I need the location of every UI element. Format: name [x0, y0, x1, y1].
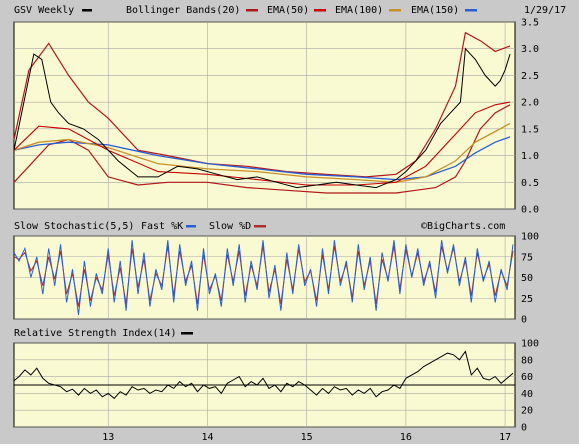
ema150-line — [13, 136, 511, 181]
x-tick-label: 14 — [201, 432, 213, 443]
legend-ema50: EMA(50) — [267, 5, 309, 16]
legend-stoch-fast-swatch — [186, 225, 196, 228]
legend-ema100: EMA(100) — [335, 5, 383, 16]
chart-date: 1/29/17 — [524, 5, 566, 16]
legend-bollinger: Bollinger Bands(20) — [126, 5, 240, 16]
price-y-tick-label: 3.5 — [521, 18, 539, 29]
stoch-slow-line — [13, 245, 514, 307]
ema100-line — [13, 122, 511, 183]
stoch-y-tick-label: 75 — [521, 252, 533, 263]
rsi-y-tick-label: 0 — [521, 423, 527, 434]
legend-stoch-title: Slow Stochastic(5,5) — [14, 221, 134, 232]
price-y-tick-label: 1.5 — [521, 124, 539, 135]
legend-rsi-swatch — [181, 332, 193, 335]
legend-rsi-title: Relative Strength Index(14) — [14, 328, 177, 339]
x-tick-label: 13 — [102, 432, 114, 443]
x-tick-label: 16 — [400, 432, 412, 443]
text-layer: 3.5 3.0 2.5 2.0 1.5 1.0 0.5 0.0 100 75 50 25 0 100 80 6… — [14, 5, 566, 443]
price-y-tick-label: 0.5 — [521, 178, 539, 189]
legend-stoch-fast: Fast %K — [141, 221, 183, 232]
price-y-tick-label: 1.0 — [521, 151, 539, 162]
legend-price-swatch — [82, 9, 92, 12]
rsi-y-tick-label: 20 — [521, 406, 533, 417]
legend-ema150-swatch — [465, 9, 477, 12]
rsi-line — [13, 350, 514, 400]
watermark-bigcharts: ©BigCharts.com — [421, 221, 505, 232]
stoch-y-tick-label: 0 — [521, 315, 527, 326]
price-y-tick-label: 2.5 — [521, 71, 539, 82]
price-y-tick-label: 0.0 — [521, 205, 539, 216]
price-line — [13, 47, 511, 189]
rsi-y-tick-label: 100 — [521, 339, 539, 350]
legend-stoch-slow: Slow %D — [209, 221, 251, 232]
stoch-y-tick-label: 50 — [521, 273, 533, 284]
rsi-y-tick-label: 40 — [521, 389, 533, 400]
price-y-tick-label: 3.0 — [521, 44, 539, 55]
stoch-y-tick-label: 25 — [521, 294, 533, 305]
legend-ema100-swatch — [389, 9, 401, 12]
legend-ema150: EMA(150) — [411, 5, 459, 16]
legend-stoch-slow-swatch — [254, 225, 266, 228]
rsi-y-tick-label: 80 — [521, 355, 533, 366]
series-layer — [13, 31, 515, 400]
price-panel — [13, 21, 516, 210]
legend-ema50-swatch — [314, 9, 326, 12]
x-tick-label: 17 — [499, 432, 511, 443]
stoch-fast-line — [13, 240, 514, 315]
legend-bollinger-swatch — [246, 9, 258, 12]
price-y-tick-label: 2.0 — [521, 98, 539, 109]
stoch-y-tick-label: 100 — [521, 232, 539, 243]
grid-lines — [14, 21, 515, 428]
rsi-y-tick-label: 60 — [521, 372, 533, 383]
legend-ticker: GSV Weekly — [14, 5, 74, 16]
ema50-line — [13, 101, 511, 186]
x-tick-label: 15 — [301, 432, 313, 443]
